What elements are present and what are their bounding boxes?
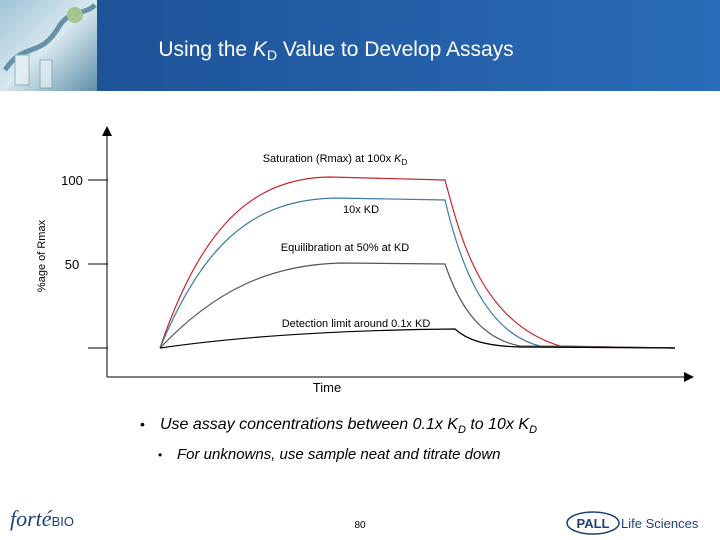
x-axis-label: Time bbox=[313, 380, 341, 395]
page-number: 80 bbox=[354, 520, 366, 531]
axes bbox=[88, 134, 686, 378]
logo-part: BIO bbox=[52, 514, 74, 529]
bullet-part: Use assay concentrations between 0.1x K bbox=[160, 416, 459, 433]
header-band bbox=[0, 0, 720, 91]
header-image-detail bbox=[2, 3, 97, 89]
logo-ellipse bbox=[566, 511, 620, 535]
bullet-text: For unknowns, use sample neat and titrat… bbox=[177, 446, 501, 463]
bullet-part: to 10x K bbox=[466, 416, 530, 433]
annotation-detection: Detection limit around 0.1x KD bbox=[282, 318, 431, 330]
bullet-subscript: D bbox=[458, 424, 466, 436]
title-part: K bbox=[253, 38, 268, 61]
annotation-part: Saturation (Rmax) at 100x bbox=[263, 153, 394, 165]
y-tick-label: 50 bbox=[65, 257, 79, 272]
slide-title: Using the KD Value to Develop Assays bbox=[158, 38, 513, 63]
logo-left: fortéBIO bbox=[10, 506, 74, 531]
y-tick-label: 100 bbox=[61, 173, 83, 188]
logo-right-text: Life Sciences bbox=[621, 516, 699, 531]
curves bbox=[159, 176, 676, 349]
bullet-text: Use assay concentrations between 0.1x KD… bbox=[160, 416, 537, 436]
y-axis-label: %age of Rmax bbox=[36, 219, 48, 292]
bullet-part: For unknowns, use sample neat and titrat… bbox=[177, 446, 501, 463]
title-part: Value to Develop Assays bbox=[277, 38, 514, 61]
bullet-subscript: D bbox=[529, 424, 537, 436]
annotation-saturation: Saturation (Rmax) at 100x KD bbox=[263, 153, 408, 167]
logo-part: forté bbox=[10, 506, 53, 531]
annotation-part: K bbox=[394, 153, 402, 165]
bullet-marker: • bbox=[158, 448, 162, 462]
title-subscript: D bbox=[267, 47, 277, 63]
annotation-subscript: D bbox=[402, 158, 408, 167]
title-part: Using the bbox=[158, 38, 253, 61]
logo-right: PALL bbox=[577, 516, 610, 531]
bullet-marker: • bbox=[140, 416, 145, 432]
annotation-10x: 10x KD bbox=[343, 204, 379, 216]
annotation-equilibration: Equilibration at 50% at KD bbox=[281, 242, 409, 254]
